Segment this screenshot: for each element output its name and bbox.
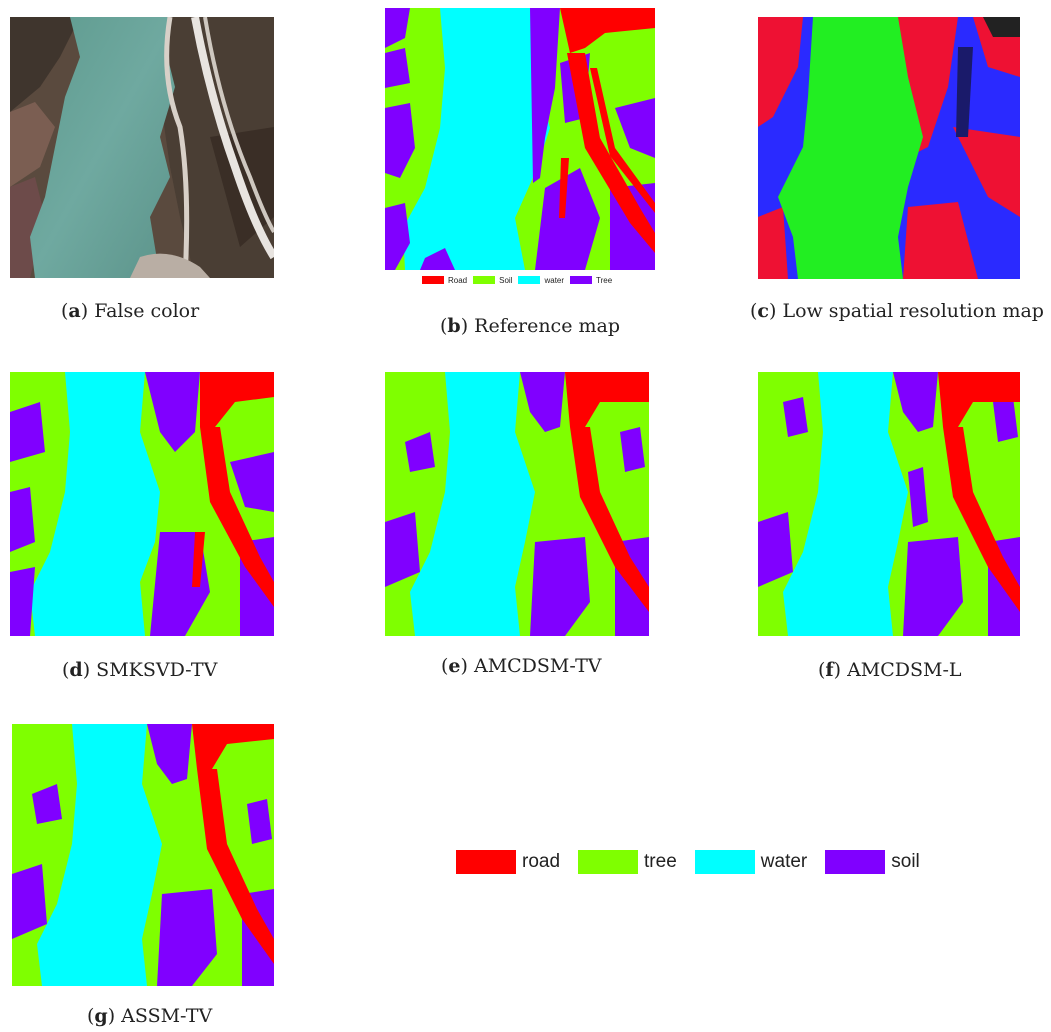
reference-legend: Road Soil water Tree <box>422 274 612 286</box>
main-legend-swatch-water <box>694 850 755 874</box>
main-legend-label-tree: tree <box>644 851 677 872</box>
caption-b: (b) Reference map <box>440 315 620 337</box>
main-legend-swatch-soil <box>825 850 886 874</box>
assm-tv-map <box>12 724 274 986</box>
main-legend-swatch-road <box>456 850 516 874</box>
legend-swatch-water <box>518 276 541 284</box>
main-legend-label-soil: soil <box>891 851 920 872</box>
main-legend-label-water: water <box>760 851 808 872</box>
caption-g: (g) ASSM-TV <box>87 1005 213 1027</box>
false-color-image <box>10 17 274 278</box>
main-legend-swatch-tree <box>578 850 639 874</box>
legend-swatch-road <box>422 276 444 284</box>
amcdsm-l-map <box>758 372 1020 636</box>
legend-label-road: Road <box>448 275 468 285</box>
caption-e: (e) AMCDSM-TV <box>441 655 602 677</box>
legend-swatch-tree <box>570 276 593 284</box>
amcdsm-tv-map <box>385 372 649 636</box>
legend-label-water: water <box>544 275 565 285</box>
caption-d: (d) SMKSVD-TV <box>62 659 218 681</box>
smksvd-tv-map <box>10 372 274 636</box>
caption-f: (f) AMCDSM-L <box>818 659 962 681</box>
main-legend-label-road: road <box>522 851 561 872</box>
legend-swatch-soil <box>473 276 496 284</box>
caption-c: (c) Low spatial resolution map <box>750 300 1044 322</box>
main-legend: road tree water soil <box>456 849 920 875</box>
caption-a: (a) False color <box>61 300 200 322</box>
legend-label-tree: Tree <box>596 275 613 285</box>
low-resolution-map <box>758 17 1020 279</box>
legend-label-soil: Soil <box>499 275 513 285</box>
reference-map <box>385 8 655 270</box>
